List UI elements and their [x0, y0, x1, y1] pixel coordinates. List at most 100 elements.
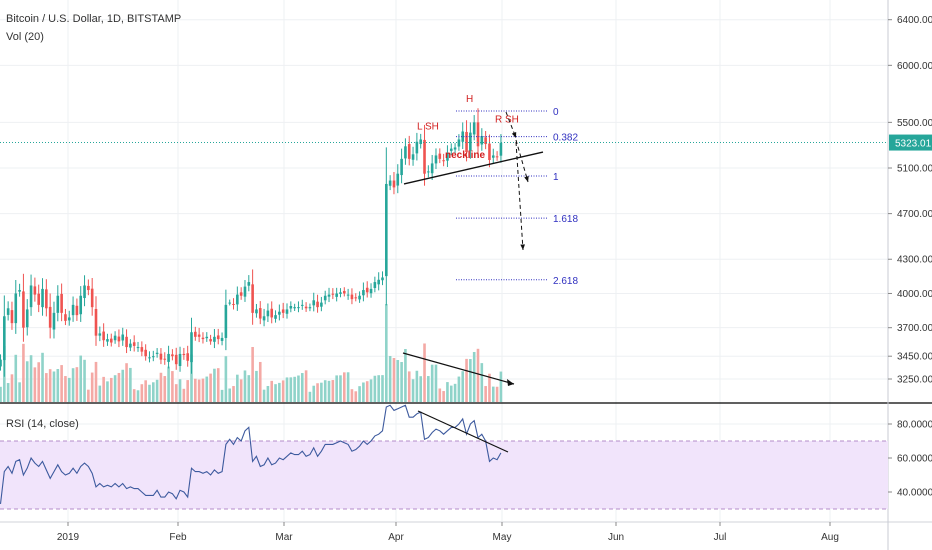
volume-legend[interactable]: Vol (20) [6, 31, 44, 43]
volume-bar [423, 343, 426, 402]
candle-body [106, 339, 109, 342]
volume-bar [224, 356, 228, 402]
volume-bar [453, 383, 457, 402]
candle-body [381, 277, 384, 281]
volume-bar [152, 382, 155, 402]
rsi-band [0, 441, 888, 509]
volume-bar [109, 377, 113, 402]
volume-trend-line [402, 352, 515, 385]
volume-bar [343, 372, 346, 402]
candle-body [22, 291, 25, 328]
candle-body [469, 132, 472, 151]
candle-body [75, 305, 79, 316]
candle-body [155, 352, 159, 354]
rsi-tick-label: 80.0000 [897, 420, 932, 431]
candle-body [14, 293, 18, 324]
volume-bar [71, 368, 75, 402]
volume-bar [262, 389, 266, 402]
candle-body [323, 295, 327, 301]
volume-bar [255, 370, 258, 402]
candle-body [362, 290, 365, 296]
candle-body [186, 353, 189, 361]
candle-body [312, 300, 316, 306]
volume-bar [220, 389, 224, 402]
candle-body [125, 336, 128, 348]
candle-body [304, 306, 308, 309]
volume-bar [171, 371, 174, 402]
volume-bar [56, 369, 60, 402]
candle-body [60, 293, 63, 313]
volume-bar [327, 380, 331, 402]
candle-body [232, 303, 235, 305]
candle-body [278, 311, 281, 315]
volume-bar [140, 384, 144, 402]
candle-body [45, 289, 48, 309]
candle-body [491, 155, 495, 158]
candle-body [373, 282, 377, 288]
candle-body [251, 284, 254, 313]
volume-bar [18, 382, 21, 402]
volume-bar [155, 379, 159, 402]
volume-bar [438, 388, 442, 402]
volume-bar [178, 379, 182, 402]
candle-body [396, 173, 400, 186]
candle-body [56, 295, 60, 313]
volume-bar [251, 347, 254, 402]
volume-bar [136, 390, 140, 402]
candle-body [194, 331, 197, 337]
candle-body [350, 294, 354, 300]
neckline-line [403, 151, 544, 185]
time-tick-label: Apr [388, 532, 404, 543]
candle-body [216, 335, 220, 340]
rsi-tick-label: 60.0000 [897, 454, 932, 465]
volume-bar [373, 375, 377, 402]
candle-body [209, 339, 212, 342]
volume-bar [281, 380, 285, 402]
volume-bar [461, 371, 465, 402]
volume-bar [186, 380, 189, 402]
candle-body [109, 338, 113, 343]
candle-body [178, 353, 182, 367]
candle-body [484, 137, 487, 145]
candle-body [293, 307, 296, 309]
volume-bar [125, 363, 128, 402]
volume-bar [167, 366, 170, 402]
volume-bar [404, 349, 407, 402]
current-price-tag [889, 134, 932, 151]
candle-body [495, 156, 499, 158]
projection-arrow-2 [515, 139, 529, 183]
rsi-legend[interactable]: RSI (14, close) [6, 418, 79, 430]
candle-body [140, 347, 144, 352]
volume-bar [362, 382, 365, 402]
volume-bar [335, 375, 338, 402]
candle-body [499, 142, 503, 156]
right-shoulder-label: R SH [495, 115, 519, 126]
candle-body [228, 302, 231, 304]
volume-bar [297, 375, 300, 402]
candle-body [174, 354, 178, 365]
candle-body [71, 304, 75, 316]
candle-body [472, 122, 476, 135]
volume-bar [216, 368, 220, 402]
volume-bar [289, 377, 293, 402]
candle-body [423, 139, 426, 174]
candle-body [201, 337, 205, 340]
volume-bar [316, 383, 319, 402]
candle-body [255, 309, 258, 314]
candle-body [121, 334, 125, 341]
volume-bar [331, 380, 335, 402]
candle-body [79, 295, 83, 315]
volume-bar [190, 354, 193, 402]
volume-bar [236, 374, 239, 402]
price-tick-label: 3450.00 [897, 352, 932, 363]
candle-body [224, 304, 228, 338]
volume-bar [52, 371, 56, 402]
candle-body [94, 308, 98, 336]
candle-body [10, 310, 14, 324]
candle-body [262, 316, 266, 321]
volume-bar [354, 391, 358, 402]
candle-body [365, 287, 369, 293]
candle-body [354, 297, 358, 299]
volume-bar [495, 386, 499, 402]
